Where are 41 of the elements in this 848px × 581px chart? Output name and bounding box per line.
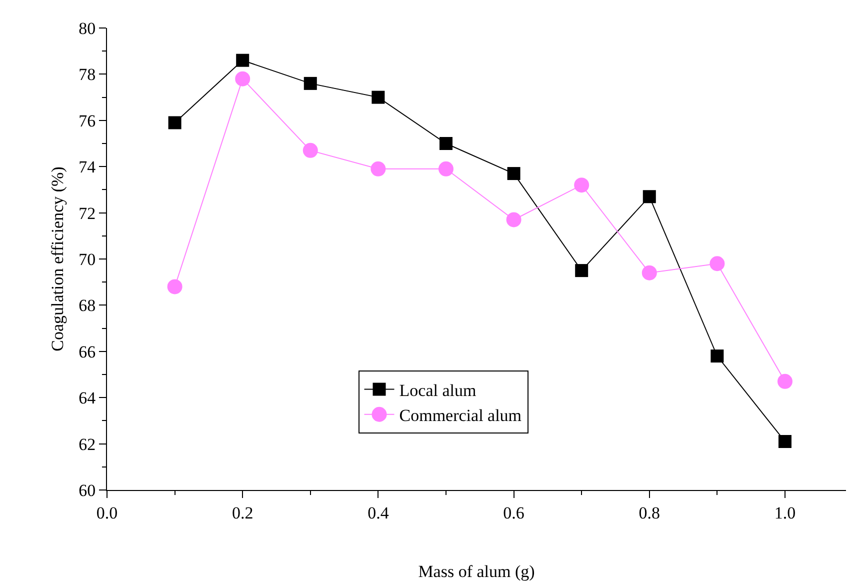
point bbox=[168, 116, 182, 130]
point bbox=[710, 350, 724, 363]
y-axis-title: Coagulation efficiency (%) bbox=[48, 166, 67, 352]
y-tick-label: 76 bbox=[78, 111, 96, 130]
x-tick-label: 0.0 bbox=[96, 503, 118, 522]
y-tick-label: 66 bbox=[78, 342, 96, 362]
point bbox=[574, 178, 590, 193]
point bbox=[778, 434, 792, 448]
legend-label: Local alum bbox=[399, 380, 476, 400]
point bbox=[236, 54, 250, 67]
y-tick-label: 70 bbox=[78, 250, 96, 269]
x-tick-label: 0.8 bbox=[638, 503, 660, 522]
point bbox=[575, 264, 588, 278]
point bbox=[304, 76, 317, 90]
x-tick-label: 0.6 bbox=[503, 503, 524, 522]
y-tick-label: 64 bbox=[78, 388, 96, 408]
point bbox=[370, 161, 386, 176]
y-tick-label: 68 bbox=[78, 296, 96, 316]
y-tick-label: 74 bbox=[78, 158, 96, 177]
point bbox=[642, 265, 657, 280]
y-tick-label: 78 bbox=[78, 65, 96, 84]
x-tick-label: 0.2 bbox=[232, 503, 254, 522]
y-tick-label: 72 bbox=[78, 204, 96, 223]
point bbox=[710, 256, 725, 272]
point bbox=[507, 167, 520, 180]
point bbox=[235, 71, 250, 86]
point bbox=[777, 374, 792, 389]
point bbox=[642, 190, 656, 204]
point bbox=[438, 161, 454, 176]
x-tick-label: 1.0 bbox=[774, 503, 796, 522]
point bbox=[372, 90, 385, 104]
y-tick-label: 62 bbox=[78, 434, 96, 454]
y-tick-label: 80 bbox=[78, 18, 96, 38]
legend-label: Commercial alum bbox=[399, 406, 522, 425]
point bbox=[302, 142, 318, 158]
x-tick-label: 0.4 bbox=[368, 503, 390, 522]
point bbox=[167, 279, 182, 294]
point bbox=[439, 137, 452, 150]
y-tick-label: 60 bbox=[78, 480, 96, 500]
point bbox=[506, 212, 522, 228]
x-axis-title: Mass of alum (g) bbox=[418, 562, 535, 581]
